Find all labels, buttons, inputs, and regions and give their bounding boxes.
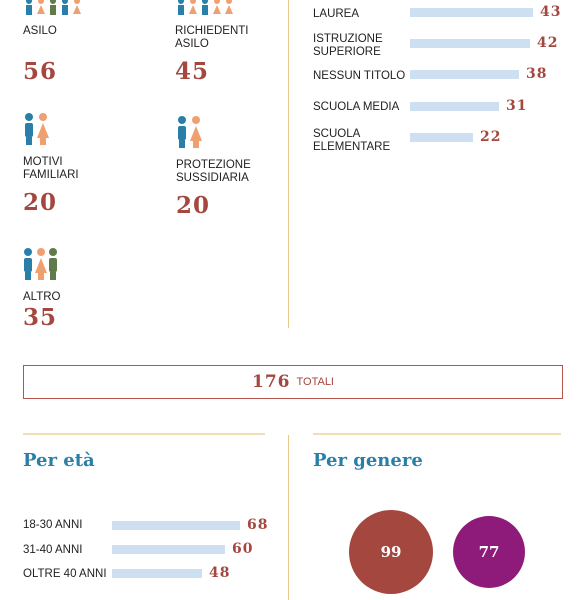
education-bar	[410, 39, 530, 48]
age-label: 18-30 ANNI	[23, 519, 83, 531]
permit-label: MOTIVI FAMILIARI	[23, 156, 79, 181]
age-title: Per età	[23, 450, 95, 471]
divider-bottom	[288, 435, 289, 600]
permit-label: ASILO	[23, 25, 57, 37]
person-icon	[190, 116, 202, 148]
divider-gender	[313, 433, 561, 435]
age-bar	[112, 545, 225, 554]
education-label: SCUOLA ELEMENTARE	[313, 128, 391, 153]
age-bar	[112, 521, 240, 530]
person-icon	[213, 0, 221, 14]
permit-label: PROTEZIONE SUSSIDIARIA	[176, 159, 251, 184]
people-icon-group	[178, 0, 233, 15]
person-icon	[73, 0, 81, 14]
gender-circle: 99	[349, 510, 433, 594]
age-label: OLTRE 40 ANNI	[23, 568, 107, 580]
education-label: SCUOLA MEDIA	[313, 101, 400, 113]
permit-label: RICHIEDENTI ASILO	[175, 25, 249, 50]
education-label: ISTRUZIONE SUPERIORE	[313, 33, 383, 58]
people-icon-group	[26, 0, 81, 15]
education-bar	[410, 133, 473, 142]
people-icon-group	[24, 248, 57, 280]
person-icon	[202, 0, 208, 15]
permit-label: ALTRO	[23, 291, 61, 303]
permit-value: 35	[23, 304, 58, 331]
person-icon	[49, 248, 57, 280]
person-icon	[26, 0, 32, 15]
person-icon	[35, 248, 47, 280]
divider-top	[288, 0, 289, 328]
permit-value: 45	[175, 58, 210, 85]
person-icon	[37, 113, 49, 145]
education-bar	[410, 8, 533, 17]
age-value: 60	[232, 541, 254, 557]
person-icon	[50, 0, 56, 15]
person-icon	[37, 0, 45, 14]
person-icon	[225, 0, 233, 14]
person-icon	[62, 0, 68, 15]
total-value: 176	[252, 372, 291, 392]
age-value: 48	[209, 565, 231, 581]
age-value: 68	[247, 517, 269, 533]
divider-age	[23, 433, 265, 435]
education-value: 22	[480, 129, 502, 145]
permit-value: 20	[23, 189, 58, 216]
permit-value: 20	[176, 192, 211, 219]
education-bar	[410, 102, 499, 111]
person-icon	[178, 0, 184, 15]
people-icon-group	[25, 113, 49, 145]
total-box: 176 TOTALI	[23, 365, 563, 399]
gender-circle: 77	[453, 516, 525, 588]
total-label: TOTALI	[296, 376, 335, 388]
person-icon	[24, 248, 32, 280]
people-icon-group	[178, 116, 202, 148]
education-value: 43	[540, 4, 562, 20]
education-bar	[410, 70, 519, 79]
age-bar	[112, 569, 202, 578]
education-value: 38	[526, 66, 548, 82]
permit-value: 56	[23, 58, 58, 85]
person-icon	[178, 116, 186, 148]
education-value: 31	[506, 98, 528, 114]
person-icon	[25, 113, 33, 145]
education-label: LAUREA	[313, 8, 360, 20]
gender-title: Per genere	[313, 450, 423, 471]
age-label: 31-40 ANNI	[23, 544, 83, 556]
education-label: NESSUN TITOLO	[313, 70, 406, 82]
education-value: 42	[537, 35, 559, 51]
person-icon	[189, 0, 197, 14]
